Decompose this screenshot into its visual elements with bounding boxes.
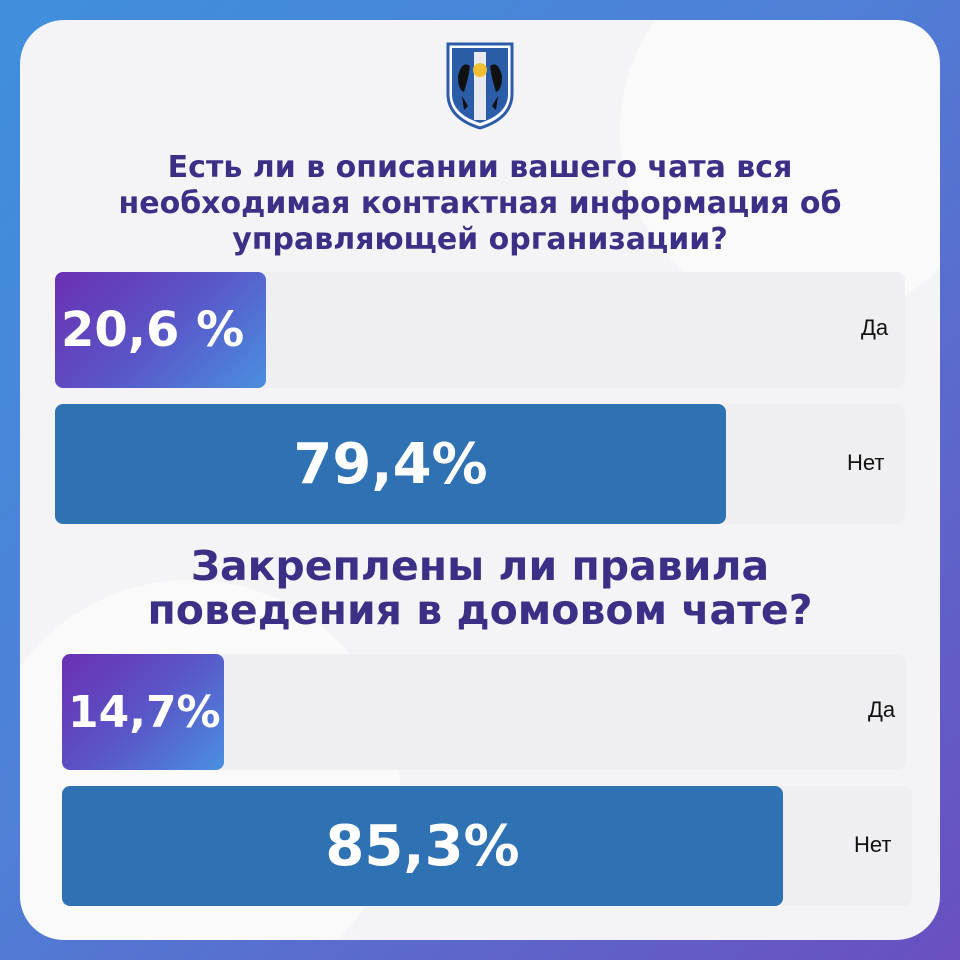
chart-1-value-label-no: 79,4%: [293, 431, 488, 497]
chart-1-category-label-yes: Да: [861, 315, 889, 340]
chart-2-bar-no: 85,3%: [62, 786, 783, 906]
chart-1-bar-row-yes: 20,6 % Да: [55, 272, 905, 388]
chart-2-category-label-yes: Да: [868, 697, 896, 722]
chart-1-value-label-yes: 20,6 %: [61, 302, 245, 358]
coat-of-arms-icon: [446, 42, 514, 130]
chart-1-bar-no: 79,4%: [55, 404, 726, 524]
infographic-card: Есть ли в описании вашего чата вся необх…: [20, 20, 940, 940]
chart-2-value-label-no: 85,3%: [325, 813, 520, 879]
chart-1-category-label-no: Нет: [847, 450, 885, 475]
question-1-title: Есть ли в описании вашего чата вся необх…: [118, 150, 842, 257]
chart-2-value-label-yes: 14,7%: [68, 686, 221, 738]
chart-1-bar-row-no: 79,4% Нет: [55, 404, 905, 524]
chart-1-bar-yes: 20,6 %: [55, 272, 266, 388]
chart-2-bar-row-yes: 14,7% Да: [62, 654, 906, 770]
chart-2-bar-row-no: 85,3% Нет: [62, 786, 912, 906]
question-2-title: Закреплены ли правила поведения в домово…: [147, 542, 813, 634]
chart-2-category-label-no: Нет: [854, 832, 892, 857]
chart-2-bar-yes: 14,7%: [62, 654, 224, 770]
